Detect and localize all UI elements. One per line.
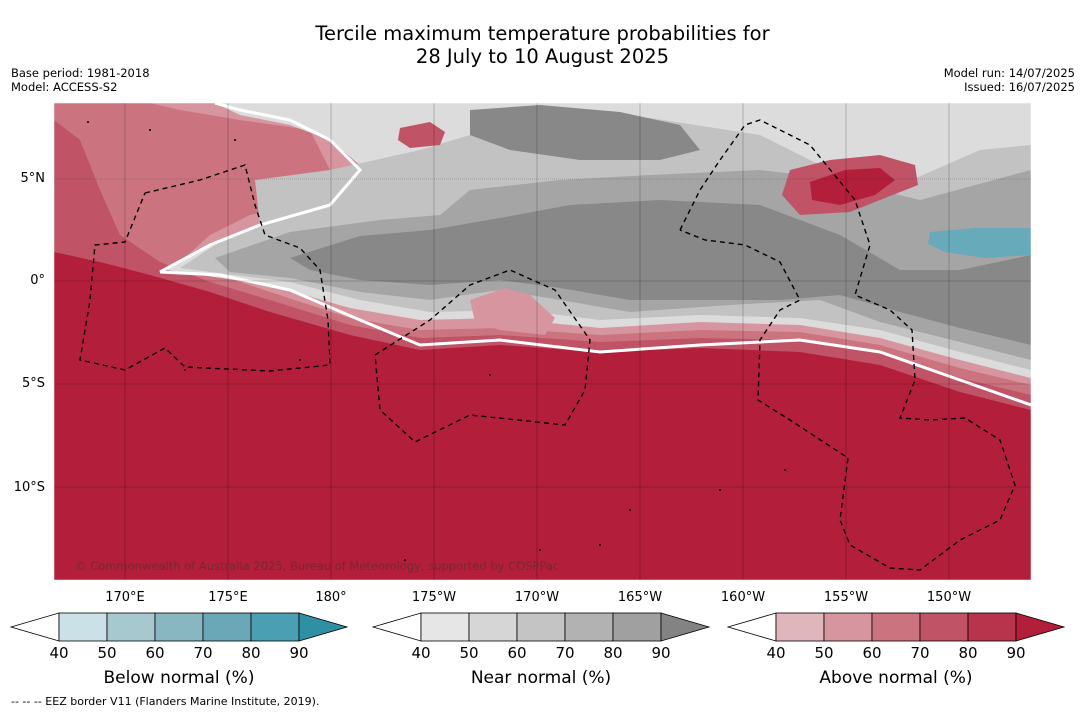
- colorbar-segment: [823, 612, 873, 642]
- colorbar-segment: [250, 612, 300, 642]
- lon-label-160w: 160°W: [720, 590, 766, 605]
- lat-label-5s: 5°S: [21, 376, 45, 391]
- near-normal-title: Near normal (%): [470, 668, 612, 688]
- above-normal-island-topleft: [398, 122, 445, 148]
- graticule: [54, 103, 1031, 580]
- colorbar-tick-label: 40: [49, 644, 69, 662]
- copyright-credit: © Commonwealth of Australia 2025, Bureau…: [75, 559, 560, 573]
- above-normal-island-equator: [470, 288, 555, 335]
- colorbar-segment: [612, 612, 662, 642]
- lon-label-165w: 165°W: [617, 590, 663, 605]
- colorbar-tick-label: 90: [289, 644, 309, 662]
- colorbar-segment: [919, 612, 969, 642]
- colorbar-tick-label: 60: [145, 644, 165, 662]
- colorbar-segment: [516, 612, 566, 642]
- island-markers: [87, 121, 786, 561]
- meta-right: Model run: 14/07/2025 Issued: 16/07/2025: [944, 66, 1075, 94]
- colorbar-tick-label: 40: [766, 644, 786, 662]
- lon-label-150w: 150°W: [926, 590, 972, 605]
- eez-borders: [79, 119, 1016, 571]
- colorbar-segment: [154, 612, 204, 642]
- colorbar-tick-label: 50: [97, 644, 117, 662]
- colorbar-segment: [775, 612, 825, 642]
- lon-label-155w: 155°W: [823, 590, 869, 605]
- colorbar-tick-label: 50: [459, 644, 479, 662]
- colorbar-tick-label: 50: [814, 644, 834, 662]
- map-frame: [53, 102, 1032, 581]
- lat-label-10s: 10°S: [13, 480, 45, 495]
- near-normal-90-north: [470, 105, 700, 160]
- title-line-1: Tercile maximum temperature probabilitie…: [315, 22, 770, 45]
- colorbar-tick-label: 60: [862, 644, 882, 662]
- colorbar-tick-label: 90: [1006, 644, 1026, 662]
- forty-percent-contour: [159, 270, 1031, 407]
- colorbar-segment: [202, 612, 252, 642]
- below-normal-title: Below normal (%): [103, 668, 255, 688]
- colorbar-above-normal: [726, 612, 1066, 642]
- above-normal-title: Above normal (%): [819, 668, 973, 688]
- colorbar-segment: [871, 612, 921, 642]
- meta-left: Base period: 1981-2018 Model: ACCESS-S2: [11, 66, 150, 94]
- forty-percent-contour-north: [159, 103, 363, 274]
- colorbar-segment: [468, 612, 518, 642]
- colorbar-segment: [564, 612, 614, 642]
- below-normal-patch: [928, 228, 1031, 258]
- colorbar-below-normal: [9, 612, 349, 642]
- colorbar-tick-label: 70: [555, 644, 575, 662]
- colorbar-tick-label: 70: [910, 644, 930, 662]
- eez-footnote: -- -- -- EEZ border V11 (Flanders Marine…: [11, 695, 320, 708]
- colorbar-tick-label: 90: [651, 644, 671, 662]
- issued-text: Issued: 16/07/2025: [964, 80, 1075, 94]
- colorbar-high-extension: [1015, 612, 1066, 642]
- colorbar-high-extension: [298, 612, 349, 642]
- colorbar-near-normal: [371, 612, 711, 642]
- colorbar-tick-label: 70: [193, 644, 213, 662]
- colorbar-tick-label: 60: [507, 644, 527, 662]
- lon-label-170w: 170°W: [514, 590, 560, 605]
- colorbar-tick-label: 80: [603, 644, 623, 662]
- colorbar-tick-label: 80: [958, 644, 978, 662]
- colorbar-segment: [106, 612, 156, 642]
- lon-label-170e: 170°E: [105, 590, 145, 605]
- above-normal-island-north-core: [810, 168, 895, 205]
- model-run-text: Model run: 14/07/2025: [943, 66, 1075, 80]
- near-normal-90-region: [290, 200, 1031, 345]
- colorbar-low-extension: [371, 612, 422, 642]
- colorbar-segment: [967, 612, 1017, 642]
- colorbar-low-extension: [9, 612, 60, 642]
- model-text: Model: ACCESS-S2: [11, 80, 118, 94]
- colorbar-segment: [420, 612, 470, 642]
- colorbar-tick-label: 80: [241, 644, 261, 662]
- colorbar-high-extension: [660, 612, 711, 642]
- colorbars: [9, 612, 1066, 642]
- lon-label-175e: 175°E: [208, 590, 248, 605]
- title-line-2: 28 July to 10 August 2025: [415, 45, 670, 68]
- colorbar-tick-label: 40: [411, 644, 431, 662]
- colorbar-low-extension: [726, 612, 777, 642]
- base-period-text: Base period: 1981-2018: [11, 66, 150, 80]
- lat-label-eq: 0°: [30, 273, 45, 288]
- map-title: Tercile maximum temperature probabilitie…: [0, 22, 1085, 68]
- lon-label-175w: 175°W: [411, 590, 457, 605]
- colorbar-segment: [58, 612, 108, 642]
- lon-label-180: 180°: [315, 590, 347, 605]
- lat-label-5n: 5°N: [20, 171, 46, 186]
